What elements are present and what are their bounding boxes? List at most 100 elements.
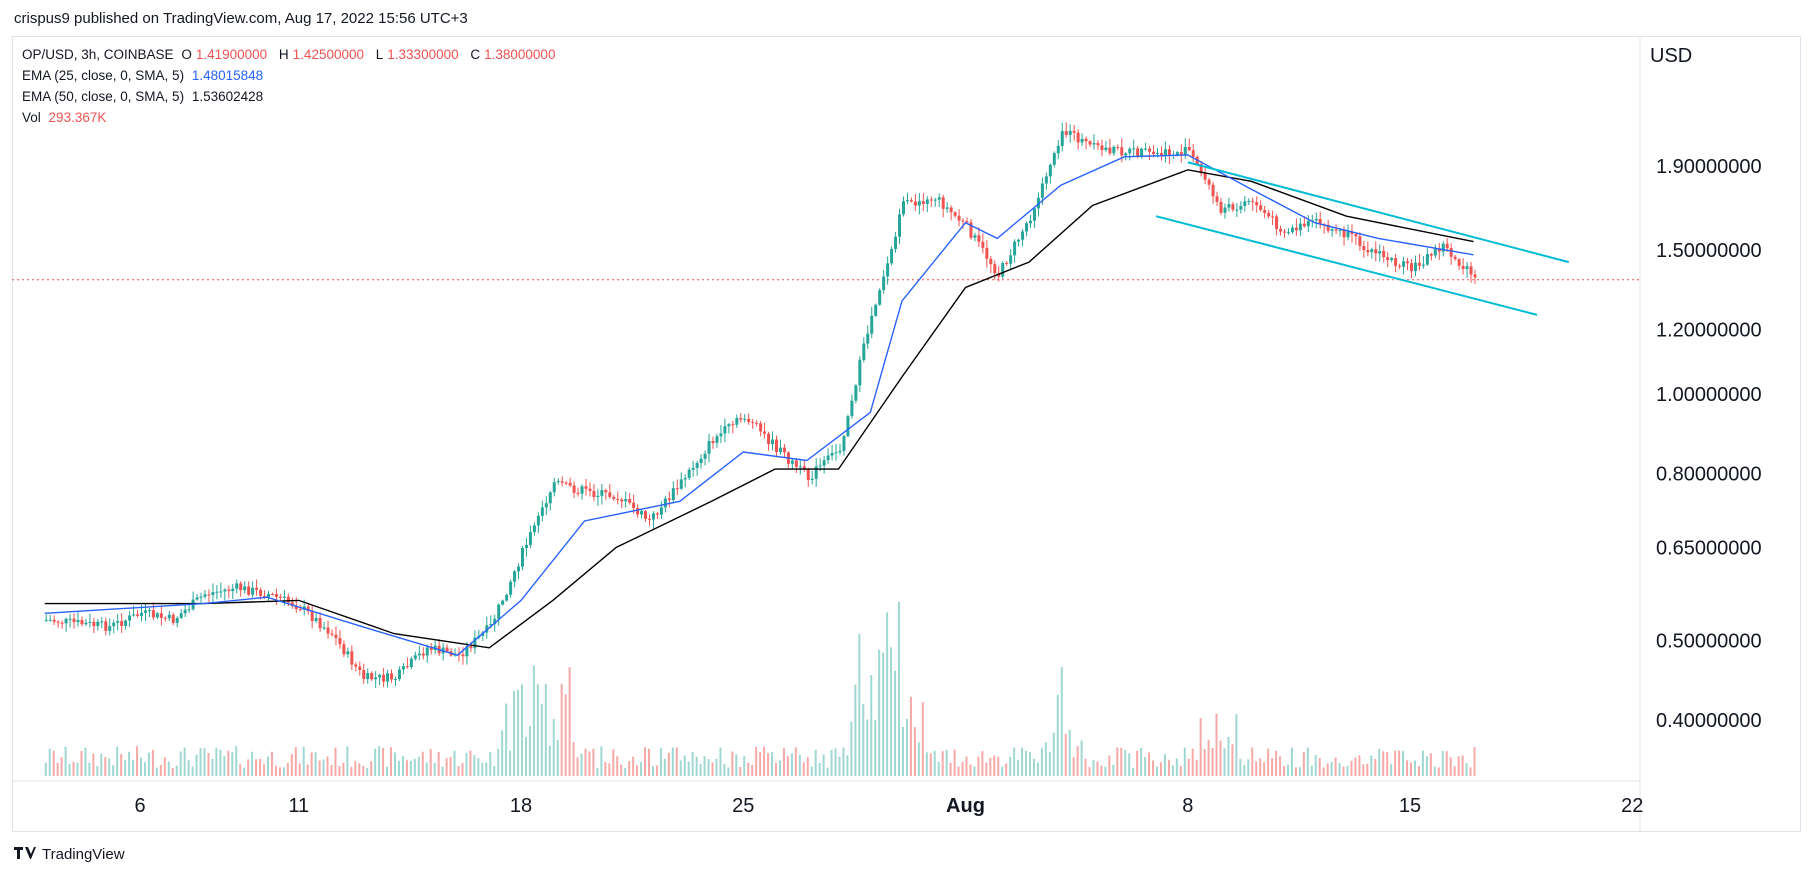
- volume-bar: [1437, 767, 1440, 776]
- candle-body: [878, 290, 882, 305]
- candle-body: [902, 201, 905, 215]
- volume-bar: [1159, 762, 1162, 776]
- volume-bar: [1001, 766, 1004, 776]
- legend-ema25-row[interactable]: EMA (25, close, 0, SMA, 5) 1.48015848: [22, 65, 563, 86]
- candle-body: [314, 617, 318, 622]
- candle-body: [159, 613, 163, 618]
- candle-body: [267, 593, 270, 598]
- volume-bar: [778, 760, 781, 776]
- candle-body: [540, 507, 544, 516]
- volume-layer: [44, 601, 1476, 776]
- volume-bar: [394, 752, 396, 776]
- candle-body: [215, 591, 219, 593]
- candle-body: [469, 646, 473, 649]
- time-axis[interactable]: 6 11 18 25 Aug 8 15 22: [134, 795, 1643, 817]
- volume-bar: [798, 754, 801, 776]
- tradingview-logo[interactable]: TradingView: [14, 846, 125, 863]
- candle-body: [846, 416, 850, 437]
- candle-body: [92, 621, 96, 627]
- volume-bar: [143, 762, 146, 776]
- candle-body: [171, 614, 175, 623]
- candle-body: [421, 653, 425, 656]
- candle-body: [687, 469, 691, 478]
- candle-body: [1318, 218, 1322, 225]
- candle-body: [401, 666, 405, 670]
- volume-bar: [755, 746, 758, 776]
- price-axis[interactable]: USD 1.90000000 1.50000000 1.20000000 1.00000…: [1650, 45, 1762, 732]
- volume-bar: [362, 765, 365, 776]
- candle-body: [1076, 132, 1080, 143]
- volume-bar: [985, 762, 988, 776]
- volume-bar: [604, 761, 607, 776]
- volume-bar: [1294, 767, 1297, 776]
- volume-bar: [92, 753, 95, 776]
- volume-bar: [1318, 758, 1321, 776]
- candle-body: [917, 201, 921, 206]
- volume-bar: [775, 763, 777, 776]
- candle-body: [1441, 243, 1445, 252]
- candle-body: [727, 424, 731, 427]
- candle-body: [1350, 231, 1354, 235]
- volume-bar: [64, 746, 67, 776]
- close-label: C: [470, 47, 481, 62]
- volume-bar: [44, 762, 47, 776]
- candle-body: [1052, 153, 1056, 165]
- volume-bar: [838, 756, 841, 776]
- candle-body: [1275, 216, 1279, 229]
- volume-bar: [1060, 667, 1063, 776]
- volume-bar: [346, 746, 349, 776]
- volume-bar: [1239, 758, 1242, 776]
- candle-body: [1108, 147, 1112, 154]
- volume-bar: [231, 752, 234, 776]
- price-tick-label: 1.20000000: [1656, 319, 1762, 341]
- candle-body: [1413, 262, 1417, 271]
- candle-body: [350, 651, 354, 665]
- low-value: 1.33300000: [387, 47, 459, 62]
- volume-bar: [1096, 761, 1099, 776]
- candle-body: [429, 647, 433, 650]
- candle-body: [1167, 149, 1171, 156]
- candle-body: [497, 604, 501, 619]
- candle-body: [941, 197, 945, 209]
- volume-bar: [1199, 718, 1202, 776]
- candle-body: [925, 199, 929, 204]
- candle-body: [1239, 205, 1243, 210]
- candle-body: [616, 498, 620, 500]
- volume-bar: [219, 749, 222, 776]
- volume-bar: [1362, 764, 1365, 776]
- candle-body: [965, 221, 969, 223]
- symbol-label[interactable]: OP/USD, 3h, COINBASE: [22, 47, 174, 62]
- candle-body: [1425, 254, 1429, 265]
- volume-bar: [1445, 751, 1448, 776]
- candle-body: [699, 458, 703, 464]
- volume-bar: [96, 766, 99, 776]
- legend-volume-row[interactable]: Vol 293.367K: [22, 107, 563, 128]
- candle-body: [723, 426, 727, 434]
- candle-body: [366, 673, 370, 679]
- candle-body: [1191, 150, 1195, 157]
- volume-bar: [973, 766, 976, 776]
- candle-body: [330, 633, 334, 635]
- ema-layer: [44, 154, 1474, 656]
- candle-body: [1338, 230, 1342, 232]
- candle-body: [136, 614, 140, 616]
- volume-bar: [1306, 747, 1309, 776]
- candle-body: [933, 199, 937, 201]
- volume-bar: [1009, 756, 1012, 776]
- volume-bar: [330, 764, 333, 776]
- volume-bar: [1040, 747, 1043, 776]
- legend-ema50-row[interactable]: EMA (50, close, 0, SMA, 5) 1.53602428: [22, 86, 563, 107]
- candle-body: [588, 488, 592, 491]
- candle-body: [731, 424, 735, 426]
- volume-bar: [592, 748, 595, 776]
- candle-body: [703, 453, 707, 459]
- volume-bar: [1394, 750, 1397, 776]
- volume-bar: [981, 751, 984, 776]
- volume-bar: [1211, 748, 1214, 776]
- candle-body: [993, 264, 997, 274]
- volume-bar: [659, 747, 662, 776]
- candle-body: [1286, 231, 1290, 233]
- ema25-label: EMA (25, close, 0, SMA, 5): [22, 68, 185, 83]
- volume-bar: [1326, 763, 1329, 776]
